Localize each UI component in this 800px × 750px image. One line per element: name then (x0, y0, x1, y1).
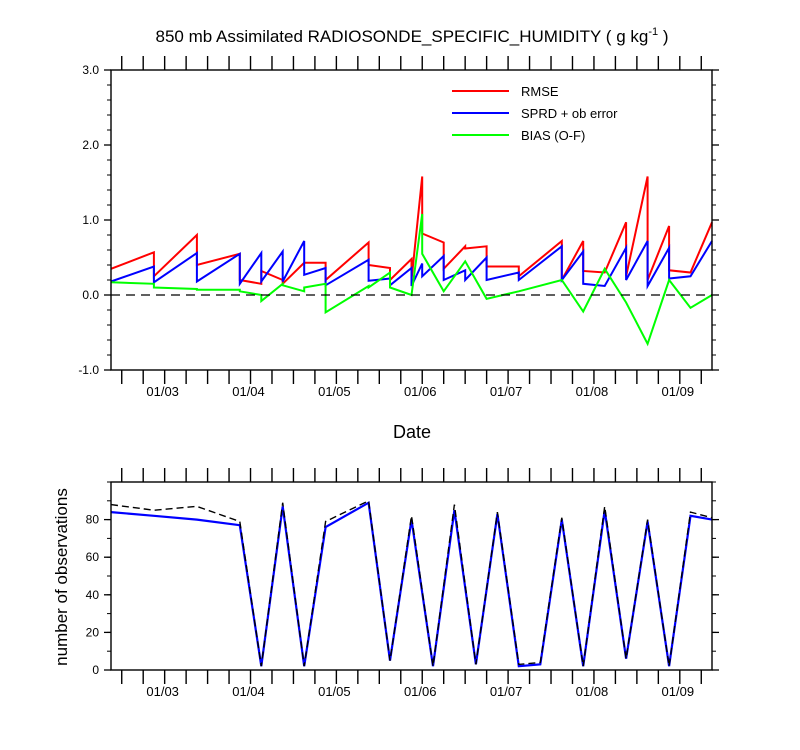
legend: RMSE SPRD + ob error BIAS (O-F) (452, 84, 618, 143)
series-line-sprd-ob-error (110, 240, 713, 290)
x-tick-label: 01/03 (146, 684, 179, 699)
y-tick-label: 80 (86, 513, 100, 527)
x-tick-label: 01/05 (318, 384, 351, 399)
x-tick-label: 01/08 (576, 684, 609, 699)
y-tick-label: -1.0 (78, 363, 99, 377)
y-tick-label: 60 (86, 550, 100, 564)
x-tick-label: 01/03 (146, 384, 179, 399)
x-axis-label: Date (393, 422, 431, 442)
series-line-possible (110, 499, 713, 667)
x-tick-label: 01/06 (404, 684, 437, 699)
legend-label: SPRD + ob error (521, 106, 618, 121)
x-tick-label: 01/09 (662, 684, 695, 699)
x-tick-label: 01/09 (662, 384, 695, 399)
y-tick-label: 2.0 (82, 138, 99, 152)
x-tick-label: 01/04 (232, 684, 265, 699)
x-tick-label: 01/07 (490, 384, 523, 399)
legend-label: RMSE (521, 84, 559, 99)
series-line-used (110, 500, 713, 668)
top-plot-frame (110, 69, 713, 371)
chart-title: 850 mb Assimilated RADIOSONDE_SPECIFIC_H… (156, 26, 669, 46)
x-tick-label: 01/05 (318, 684, 351, 699)
bottom-plot-frame (110, 481, 713, 671)
top-series-group (110, 176, 713, 347)
y-tick-label: 3.0 (82, 63, 99, 77)
y-tick-label: 1.0 (82, 213, 99, 227)
series-line-bias-o-f (110, 213, 713, 347)
y-tick-label: 40 (86, 588, 100, 602)
rmse-plot: -1.0 0.0 1.0 2.0 3.0 01/03 01/04 01/05 01/06 01/0… (78, 56, 719, 399)
x-tick-label: 01/06 (404, 384, 437, 399)
observations-plot: 0 20 40 60 80 01/03 01/04 01/05 01/06 01/07 01/08 0… (86, 468, 719, 699)
y-axis-label-observations: number of observations (52, 488, 71, 666)
legend-label: BIAS (O-F) (521, 128, 585, 143)
x-tick-label: 01/08 (576, 384, 609, 399)
bottom-axis-ticks: 0 20 40 60 80 01/03 01/04 01/05 01/06 01/07 01/08 0… (86, 468, 719, 699)
y-tick-label: 0.0 (82, 288, 99, 302)
x-tick-label: 01/04 (232, 384, 265, 399)
y-tick-label: 20 (86, 625, 100, 639)
y-tick-label: 0 (92, 663, 99, 677)
bottom-series-group (110, 499, 713, 668)
x-tick-label: 01/07 (490, 684, 523, 699)
top-axis-ticks: -1.0 0.0 1.0 2.0 3.0 01/03 01/04 01/05 01/06 01/0… (78, 56, 719, 399)
